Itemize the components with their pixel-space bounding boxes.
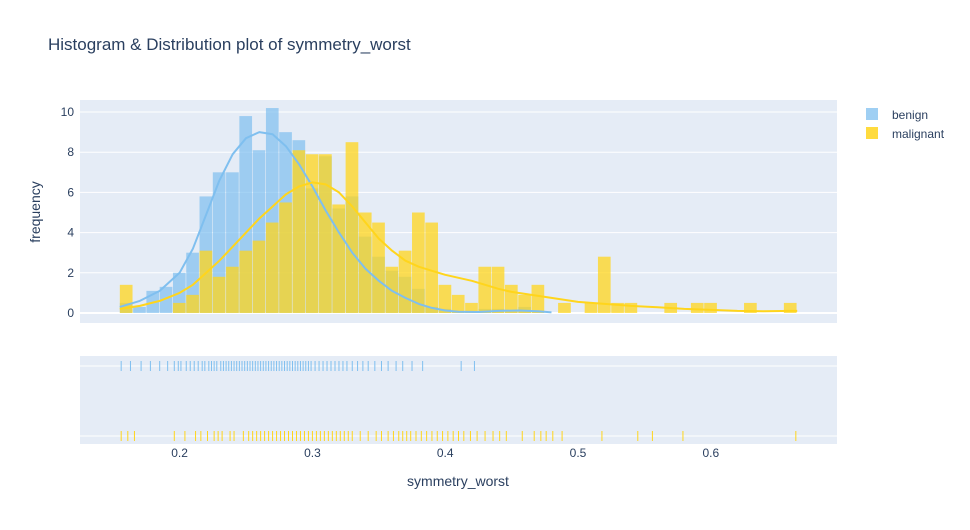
y-tick-label: 6 (67, 185, 74, 199)
histogram-bar-malignant[interactable] (305, 154, 319, 313)
y-axis-label: frequency (27, 181, 43, 242)
x-tick-label: 0.4 (437, 446, 454, 460)
x-tick-label: 0.6 (702, 446, 719, 460)
legend-label-benign: benign (892, 108, 928, 122)
histogram-bar-malignant[interactable] (292, 150, 306, 313)
kde-curve-benign[interactable] (119, 131, 552, 314)
histogram-bar-malignant[interactable] (783, 302, 797, 313)
histogram-bar-malignant[interactable] (398, 250, 412, 313)
histogram-bar-malignant[interactable] (172, 302, 186, 313)
legend[interactable]: benign malignant (866, 108, 945, 141)
malignant-bars (119, 142, 797, 313)
x-tick-label: 0.2 (171, 446, 188, 460)
histogram-bar-malignant[interactable] (558, 302, 571, 313)
histogram-bar-malignant[interactable] (451, 294, 465, 313)
histogram-bar-malignant[interactable] (584, 302, 598, 313)
y-tick-label: 2 (67, 266, 74, 280)
x-tick-label: 0.5 (570, 446, 587, 460)
histogram-bar-malignant[interactable] (199, 250, 213, 313)
histogram-bar-malignant[interactable] (212, 276, 226, 313)
legend-item-malignant[interactable]: malignant (866, 127, 945, 141)
kde-curve-malignant[interactable] (119, 181, 798, 313)
histogram-bar-malignant[interactable] (624, 302, 638, 313)
histogram-bar-benign[interactable] (159, 286, 173, 313)
histogram-bar-benign[interactable] (133, 306, 146, 313)
histogram-bar-malignant[interactable] (438, 284, 452, 313)
rug-plot (80, 356, 837, 444)
histogram-bar-malignant[interactable] (690, 302, 704, 313)
legend-item-benign[interactable]: benign (866, 108, 928, 122)
histogram-bar-malignant[interactable] (279, 202, 292, 313)
y-tick-label: 8 (67, 145, 74, 159)
histogram-bar-malignant[interactable] (358, 212, 372, 313)
histogram-bar-malignant[interactable] (412, 212, 425, 313)
y-tick-label: 0 (67, 306, 74, 320)
histogram-bar-malignant[interactable] (372, 222, 385, 313)
y-tick-label: 10 (61, 105, 75, 119)
y-axis-ticks: 0 2 4 6 8 10 (61, 105, 75, 320)
histogram-bar-malignant[interactable] (704, 302, 717, 313)
histogram-bar-malignant[interactable] (744, 302, 757, 313)
rug-marks (120, 361, 797, 441)
legend-swatch-malignant (866, 127, 878, 139)
x-tick-label: 0.3 (304, 446, 321, 460)
x-axis-label: symmetry_worst (407, 473, 509, 489)
histogram-bar-malignant[interactable] (186, 294, 199, 313)
histogram-bar-malignant[interactable] (531, 284, 545, 313)
histogram-bar-malignant[interactable] (518, 294, 531, 313)
histogram-bar-malignant[interactable] (226, 266, 239, 313)
x-axis-ticks: 0.2 0.3 0.4 0.5 0.6 (171, 446, 719, 460)
histogram-bar-malignant[interactable] (425, 222, 438, 313)
histogram-bar-malignant[interactable] (465, 302, 478, 313)
chart-title: Histogram & Distribution plot of symmetr… (48, 35, 411, 54)
rug-plot-background (80, 356, 837, 444)
histogram-bar-malignant[interactable] (504, 284, 518, 313)
histogram-bar-malignant[interactable] (478, 266, 492, 313)
histogram-bar-malignant[interactable] (265, 222, 279, 313)
kde-lines (119, 131, 798, 314)
histogram-bar-malignant[interactable] (491, 266, 505, 313)
histogram-bar-malignant[interactable] (319, 154, 332, 313)
histogram-bar-malignant[interactable] (332, 204, 346, 313)
legend-label-malignant: malignant (892, 127, 945, 141)
histogram-bar-malignant[interactable] (597, 256, 611, 313)
histogram-bar-malignant[interactable] (611, 302, 624, 313)
y-tick-label: 4 (67, 226, 74, 240)
histogram-bar-malignant[interactable] (239, 250, 253, 313)
legend-swatch-benign (866, 108, 878, 120)
histogram-bar-malignant[interactable] (252, 240, 266, 313)
histogram-bar-malignant[interactable] (345, 142, 359, 313)
main-plot: 0 2 4 6 8 10 (61, 100, 837, 323)
